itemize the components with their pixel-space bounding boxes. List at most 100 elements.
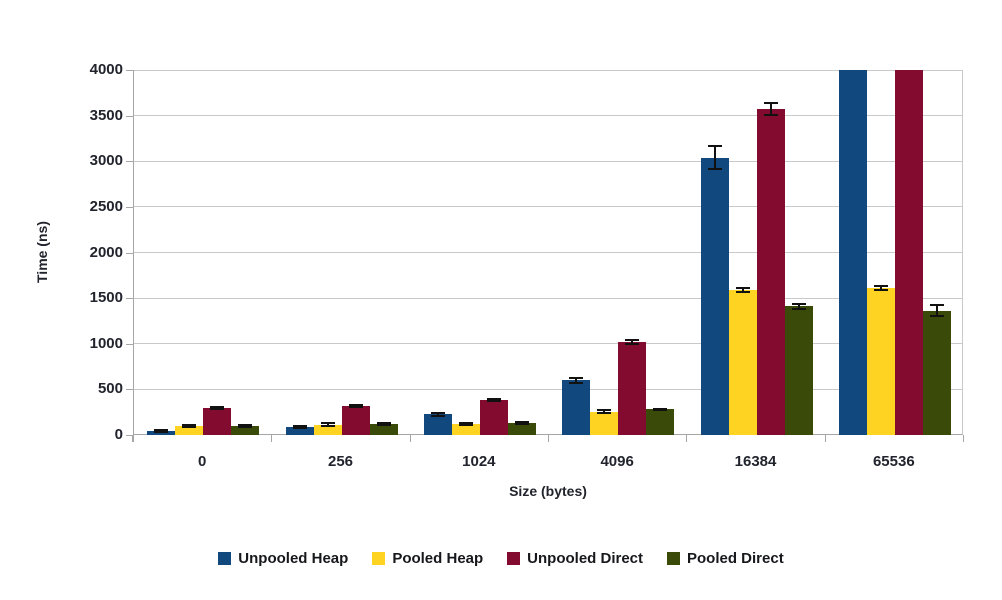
legend-item-unpooled-heap: Unpooled Heap [218, 550, 348, 567]
error-bar [492, 398, 495, 402]
legend-label-unpooled-heap: Unpooled Heap [238, 550, 349, 567]
error-bar [298, 425, 301, 428]
bar-pooled-direct-4096 [646, 409, 675, 435]
y-tick-1500 [126, 298, 133, 300]
error-bar-cap-top [292, 424, 307, 427]
legend-swatch-unpooled-direct [507, 552, 521, 565]
x-tick-label-4096: 4096 [600, 453, 634, 470]
x-axis-title: Size (bytes) [509, 483, 587, 499]
bar-unpooled-heap-16384 [700, 157, 729, 435]
legend-swatch-unpooled-heap [218, 552, 232, 565]
error-bar-cap-top [376, 421, 391, 424]
bar-unpooled-heap-65536 [838, 70, 867, 435]
bar-unpooled-direct-65536 [894, 70, 923, 435]
error-bar-cap-top [320, 422, 335, 425]
bar-unpooled-heap-4096 [562, 380, 591, 435]
y-tick-label-2000: 2000 [89, 243, 123, 261]
error-bar-cap-bottom [182, 425, 197, 428]
y-tick-1000 [126, 343, 133, 345]
bar-pooled-heap-4096 [590, 411, 619, 435]
error-bar-cap-top [348, 403, 363, 406]
legend-swatch-pooled-direct [667, 552, 681, 565]
bar-unpooled-direct-4096 [618, 341, 647, 435]
bar-unpooled-heap-1024 [423, 414, 452, 435]
y-tick-3500 [126, 115, 133, 117]
gridline-1000 [134, 343, 962, 345]
error-bar-cap-bottom [348, 405, 363, 408]
x-tick-label-1024: 1024 [462, 453, 496, 470]
x-tick-1 [271, 435, 272, 442]
error-bar [769, 103, 772, 116]
error-bar-cap-bottom [625, 343, 640, 346]
error-bar [741, 287, 744, 293]
x-tick-0 [133, 435, 134, 442]
error-bar-cap-bottom [791, 307, 806, 310]
y-tick-label-1500: 1500 [89, 289, 123, 307]
error-bar-cap-bottom [430, 414, 445, 417]
y-axis-title: Time (ns) [34, 221, 50, 284]
legend-label-pooled-heap: Pooled Heap [392, 550, 484, 567]
bar-pooled-direct-16384 [784, 306, 813, 435]
error-bar-cap-top [597, 409, 612, 412]
bar-unpooled-direct-256 [341, 405, 370, 435]
error-bar-cap-top [210, 405, 225, 408]
error-bar-cap-bottom [653, 409, 668, 412]
bar-pooled-heap-1024 [451, 423, 480, 435]
error-bar-cap-bottom [597, 412, 612, 415]
error-bar-cap-top [707, 144, 722, 147]
error-bar-cap-bottom [376, 423, 391, 426]
error-bar [879, 286, 882, 290]
x-tick-label-65536: 65536 [872, 453, 915, 470]
error-bar-cap-top [486, 397, 501, 400]
legend-item-unpooled-direct: Unpooled Direct [507, 550, 643, 567]
bar-pooled-direct-65536 [922, 310, 951, 435]
error-bar [603, 410, 606, 414]
y-tick-4000 [126, 70, 133, 71]
bar-unpooled-direct-1024 [479, 399, 508, 435]
error-bar-cap-bottom [707, 168, 722, 171]
legend-label-pooled-direct: Pooled Direct [687, 550, 784, 567]
error-bar-cap-top [763, 102, 778, 105]
y-tick-label-3500: 3500 [89, 106, 123, 124]
error-bar-cap-top [182, 423, 197, 426]
x-tick-3 [548, 435, 549, 442]
gridline-3500 [134, 115, 962, 117]
legend-label-unpooled-direct: Unpooled Direct [527, 550, 644, 567]
error-bar-cap-top [735, 286, 750, 289]
error-bar-cap-top [514, 421, 529, 424]
error-bar-cap-top [929, 304, 944, 307]
legend-item-pooled-direct: Pooled Direct [667, 550, 784, 567]
error-bar-cap-bottom [238, 425, 253, 428]
gridline-2000 [134, 252, 962, 253]
error-bar-cap-top [430, 412, 445, 415]
error-bar-cap-bottom [569, 381, 584, 384]
gridline-2500 [134, 206, 962, 208]
legend-swatch-pooled-heap [372, 552, 386, 565]
y-tick-3000 [126, 161, 133, 163]
error-bar-cap-bottom [929, 315, 944, 318]
error-bar-cap-top [873, 285, 888, 288]
bar-pooled-heap-0 [175, 425, 204, 435]
y-tick-label-2500: 2500 [89, 197, 123, 215]
bar-unpooled-heap-256 [285, 426, 314, 435]
y-tick-label-3000: 3000 [89, 152, 123, 170]
error-bar-cap-bottom [320, 424, 335, 427]
bar-unpooled-direct-0 [203, 407, 232, 435]
error-bar [713, 145, 716, 170]
error-bar [797, 304, 800, 309]
y-tick-label-500: 500 [97, 380, 123, 398]
y-tick-500 [126, 389, 133, 391]
x-tick-label-0: 0 [197, 453, 207, 470]
gridline-1500 [134, 297, 962, 299]
error-bar-cap-top [791, 303, 806, 306]
error-bar [935, 305, 938, 317]
bar-unpooled-direct-16384 [756, 109, 785, 435]
error-bar-cap-top [458, 421, 473, 424]
bar-pooled-heap-16384 [728, 289, 757, 435]
y-tick-2500 [126, 206, 133, 208]
x-tick-2 [410, 435, 411, 442]
bar-pooled-direct-1024 [507, 423, 536, 435]
error-bar-cap-bottom [458, 423, 473, 426]
error-bar-cap-bottom [210, 407, 225, 410]
legend-item-pooled-heap: Pooled Heap [372, 550, 483, 567]
